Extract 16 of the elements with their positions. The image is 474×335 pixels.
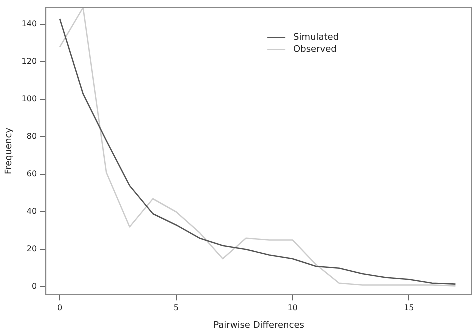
- x-tick-label: 0: [57, 303, 63, 312]
- legend-label: Observed: [294, 45, 337, 56]
- y-tick-label: 0: [32, 282, 38, 292]
- y-tick-label: 20: [26, 244, 38, 254]
- y-tick-label: 120: [22, 57, 38, 66]
- y-tick-label: 100: [22, 94, 38, 104]
- x-tick-label: 15: [404, 303, 414, 312]
- x-tick-label: 5: [174, 303, 179, 312]
- x-axis-title: Pairwise Differences: [214, 320, 305, 331]
- y-tick-label: 80: [26, 132, 38, 142]
- y-tick-label: 40: [26, 207, 38, 216]
- legend-label: Simulated: [294, 33, 340, 44]
- y-tick-label: 60: [26, 170, 38, 179]
- y-tick-label: 140: [22, 20, 38, 29]
- y-axis-title: Frequency: [4, 127, 15, 174]
- x-tick-label: 10: [288, 303, 298, 312]
